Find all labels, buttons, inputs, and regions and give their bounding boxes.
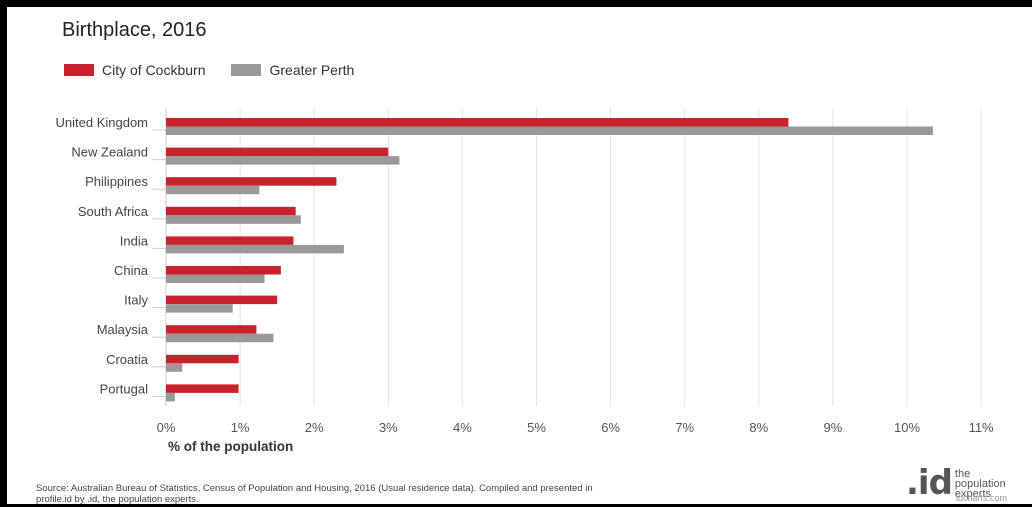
x-tick-label: 2%	[305, 420, 324, 435]
bar-greater-perth	[166, 185, 260, 195]
legend-label-series-2: Greater Perth	[269, 62, 355, 78]
bar-greater-perth	[166, 215, 301, 224]
id-logo: .id the population experts	[906, 466, 1006, 500]
x-tick-label: 9%	[824, 420, 843, 435]
y-category-label: New Zealand	[71, 145, 148, 160]
legend-swatch-series-2	[231, 64, 262, 76]
x-tick-label: 3%	[379, 420, 398, 435]
bar-greater-perth	[166, 304, 233, 313]
bar-city-of-cockburn	[166, 236, 294, 245]
bar-city-of-cockburn	[166, 266, 281, 275]
bar-city-of-cockburn	[166, 118, 789, 127]
bar-greater-perth	[166, 244, 344, 254]
x-tick-label: 0%	[157, 420, 176, 435]
source-line-2: profile.id by .id, the population expert…	[36, 494, 199, 505]
bar-greater-perth	[166, 333, 274, 343]
bar-greater-perth	[166, 274, 265, 283]
x-tick-label: 5%	[527, 420, 546, 435]
x-tick-label: 1%	[231, 420, 250, 435]
legend-item-series-1[interactable]: City of Cockburn	[64, 62, 205, 78]
bar-city-of-cockburn	[166, 384, 239, 393]
y-category-label: Malaysia	[97, 322, 149, 337]
bar-city-of-cockburn	[166, 325, 257, 334]
x-tick-label: 11%	[969, 420, 994, 435]
source-note: Source: Australian Bureau of Statistics,…	[36, 483, 776, 505]
x-tick-label: 7%	[675, 420, 694, 435]
legend: City of Cockburn Greater Perth	[64, 62, 380, 78]
watermark-text: idcharts.com	[956, 493, 1008, 503]
x-tick-label: 4%	[453, 420, 472, 435]
y-category-label: United Kingdom	[56, 115, 149, 130]
bar-city-of-cockburn	[166, 354, 239, 364]
bar-city-of-cockburn	[166, 206, 296, 216]
y-category-label: Italy	[124, 293, 148, 308]
logo-line-3: experts	[954, 488, 991, 500]
bar-chart: 0% 1% 2% 3% 4% 5% 6% 7% 8% 9% 10% 11% United Kingdom…	[56, 108, 994, 454]
bar-city-of-cockburn	[166, 177, 337, 186]
y-category-label: Philippines	[85, 174, 148, 189]
bar-city-of-cockburn	[166, 295, 278, 305]
y-category-label: China	[114, 263, 149, 278]
logo-text: the population experts	[954, 468, 1006, 500]
y-category-label: South Africa	[78, 204, 149, 219]
chart-title: Birthplace, 2016	[62, 19, 207, 41]
x-tick-label: 6%	[601, 420, 620, 435]
bar-greater-perth	[166, 392, 175, 402]
source-line-1: Source: Australian Bureau of Statistics,…	[36, 483, 593, 494]
legend-item-series-2[interactable]: Greater Perth	[231, 62, 354, 78]
legend-label-series-1: City of Cockburn	[102, 62, 206, 78]
x-tick-label: 10%	[894, 420, 920, 435]
y-category-label: Croatia	[106, 352, 149, 367]
x-tick-label: 8%	[749, 420, 768, 435]
bar-greater-perth	[166, 126, 933, 135]
logo-mark: .id	[906, 463, 953, 503]
logo-line-1: the	[954, 468, 971, 480]
bar-greater-perth	[166, 363, 183, 372]
y-category-label: India	[120, 233, 149, 248]
bar-city-of-cockburn	[166, 147, 389, 157]
logo-line-2: population	[954, 478, 1006, 490]
x-axis-title: % of the population	[168, 439, 293, 454]
bar-greater-perth	[166, 156, 400, 165]
y-category-label: Portugal	[100, 381, 149, 396]
legend-swatch-series-1	[64, 64, 94, 76]
